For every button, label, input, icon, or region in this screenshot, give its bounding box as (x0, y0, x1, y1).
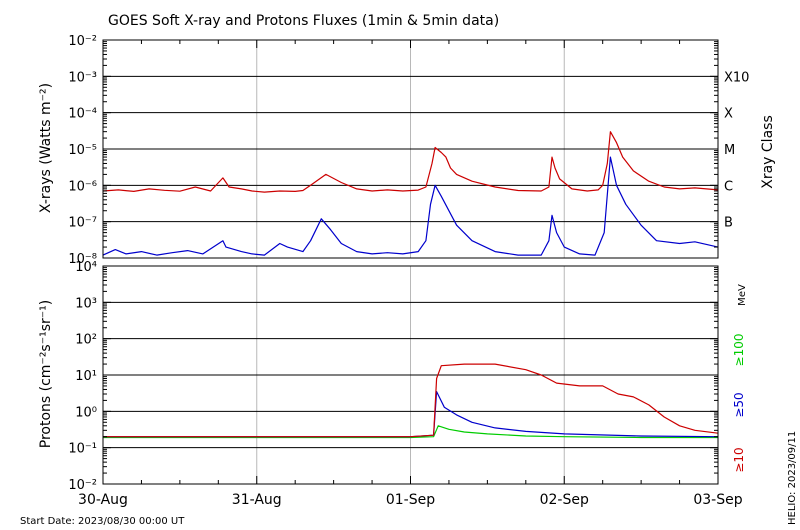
proton-series-line (103, 425, 718, 439)
xray-y-tick-label: 10⁻⁸ (68, 252, 97, 267)
helio-date-footer: HELIO: 2023/09/11 (787, 431, 798, 525)
xray-class-label: X10 (724, 70, 749, 85)
proton-y-tick-label: 10² (75, 333, 97, 348)
start-date-footer: Start Date: 2023/08/30 00:00 UT (20, 516, 185, 527)
xray-series-line (102, 156, 719, 256)
x-tick-label: 01-Sep (386, 492, 435, 508)
proton-y-tick-label: 10⁻¹ (68, 442, 97, 457)
proton-y-tick-label: 10⁰ (75, 405, 97, 420)
proton-legend-entry: ≥50 (732, 392, 746, 417)
proton-y-tick-label: 10¹ (75, 369, 97, 384)
x-tick-label: 31-Aug (232, 492, 282, 508)
energy-unit-label: MeV (737, 284, 748, 306)
x-tick-label: 30-Aug (78, 492, 128, 508)
proton-series-line (103, 363, 719, 438)
xray-y-tick-label: 10⁻⁴ (68, 107, 97, 122)
proton-legend-entry: ≥100 (732, 334, 746, 367)
xray-class-label: C (724, 179, 733, 194)
proton-y-tick-label: 10⁻² (68, 478, 97, 493)
xray-y-tick-label: 10⁻⁷ (68, 216, 97, 231)
xray-y-axis-label: X-rays (Watts m⁻²) (38, 83, 54, 213)
proton-legend-entry: ≥10 (732, 447, 746, 472)
xray-class-axis-label: Xray Class (760, 115, 776, 189)
x-tick-label: 02-Sep (540, 492, 589, 508)
proton-y-axis-label: Protons (cm⁻²s⁻¹sr⁻¹) (38, 300, 54, 449)
xray-class-label: M (724, 143, 735, 158)
xray-y-tick-label: 10⁻⁶ (68, 179, 97, 194)
chart-title: GOES Soft X-ray and Protons Fluxes (1min… (108, 13, 499, 29)
x-tick-label: 03-Sep (693, 492, 742, 508)
proton-y-tick-label: 10⁴ (75, 260, 97, 275)
xray-y-tick-label: 10⁻³ (68, 70, 97, 85)
xray-class-label: X (724, 107, 733, 122)
xray-y-tick-label: 10⁻² (68, 34, 97, 49)
xray-series-line (102, 131, 719, 193)
xray-class-label: B (724, 216, 733, 231)
xray-y-tick-label: 10⁻⁵ (68, 143, 97, 158)
proton-y-tick-label: 10³ (75, 296, 97, 311)
